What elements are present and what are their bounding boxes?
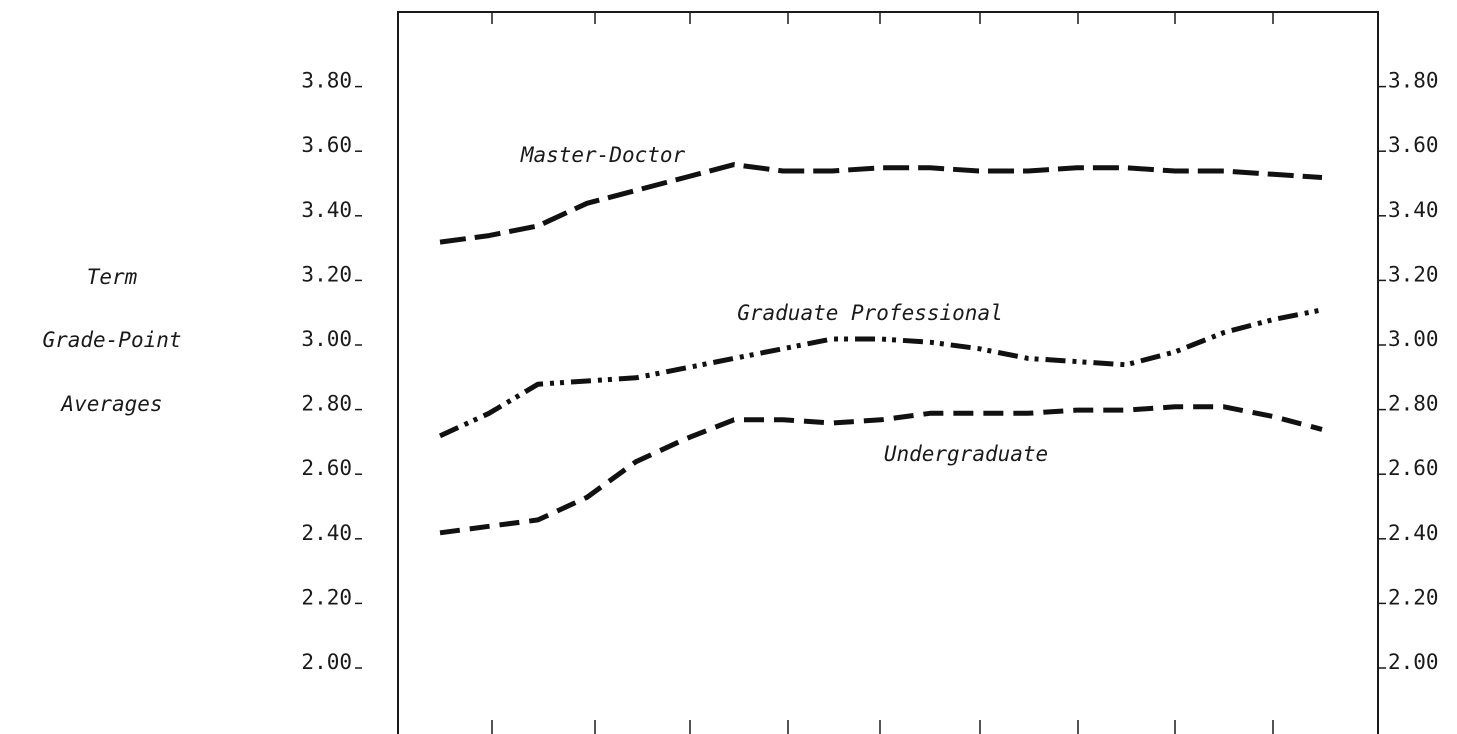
y-tick-label-right: 2.40: [1388, 521, 1439, 545]
y-tick-label-right: 3.40: [1388, 198, 1439, 222]
series-line-master-doctor: [439, 162, 1323, 245]
right-y-tick-labels: 2.00 2.20 2.40 2.60 2.80 3.00 3.20 3.40 3.60 3.80: [1378, 69, 1439, 674]
y-axis-label: Term Grade-Point Averages: [42, 265, 181, 416]
series-annotations: Master-Doctor Graduate Professional Underg…: [520, 143, 1048, 466]
y-tick-label-right: 3.60: [1388, 133, 1439, 157]
series-lines: [438, 162, 1323, 536]
annotation-master-doctor: Master-Doctor: [520, 143, 686, 167]
y-tick-label-left: 3.40: [301, 198, 352, 222]
y-tick-label-left: 3.60: [301, 133, 352, 157]
annotation-undergraduate: Undergraduate: [884, 442, 1048, 466]
y-axis-label-line: Averages: [59, 392, 162, 416]
annotation-graduate-professional: Graduate Professional: [737, 301, 1003, 325]
y-tick-label-left: 2.00: [301, 650, 352, 674]
y-tick-label-right: 3.80: [1388, 69, 1439, 93]
y-tick-label-right: 2.20: [1388, 585, 1439, 609]
left-y-tick-labels: 2.00 2.20 2.40 2.60 2.80 3.00 3.20 3.40 3.60 3.80: [301, 69, 362, 674]
y-tick-label-left: 2.20: [301, 585, 352, 609]
y-tick-label-right: 2.00: [1388, 650, 1439, 674]
y-tick-label-left: 2.40: [301, 521, 352, 545]
y-axis-label-line: Term: [87, 265, 138, 289]
y-tick-label-right: 2.60: [1388, 456, 1439, 480]
y-tick-label-left: 3.80: [301, 69, 352, 93]
y-tick-label-right: 2.80: [1388, 392, 1439, 416]
chart-frame: [397, 11, 1379, 734]
y-tick-label-left: 3.00: [301, 327, 352, 351]
y-tick-label-right: 3.00: [1388, 327, 1439, 351]
y-tick-label-left: 3.20: [301, 262, 352, 286]
plot-frame: [397, 11, 1379, 734]
series-line-undergraduate: [439, 404, 1323, 536]
y-tick-label-right: 3.20: [1388, 262, 1439, 286]
y-tick-label-left: 2.60: [301, 456, 352, 480]
y-tick-label-left: 2.80: [301, 392, 352, 416]
tick-marks: [491, 12, 1274, 734]
series-line-graduate-professional: [438, 307, 1323, 439]
y-axis-label-line: Grade-Point: [42, 328, 181, 352]
